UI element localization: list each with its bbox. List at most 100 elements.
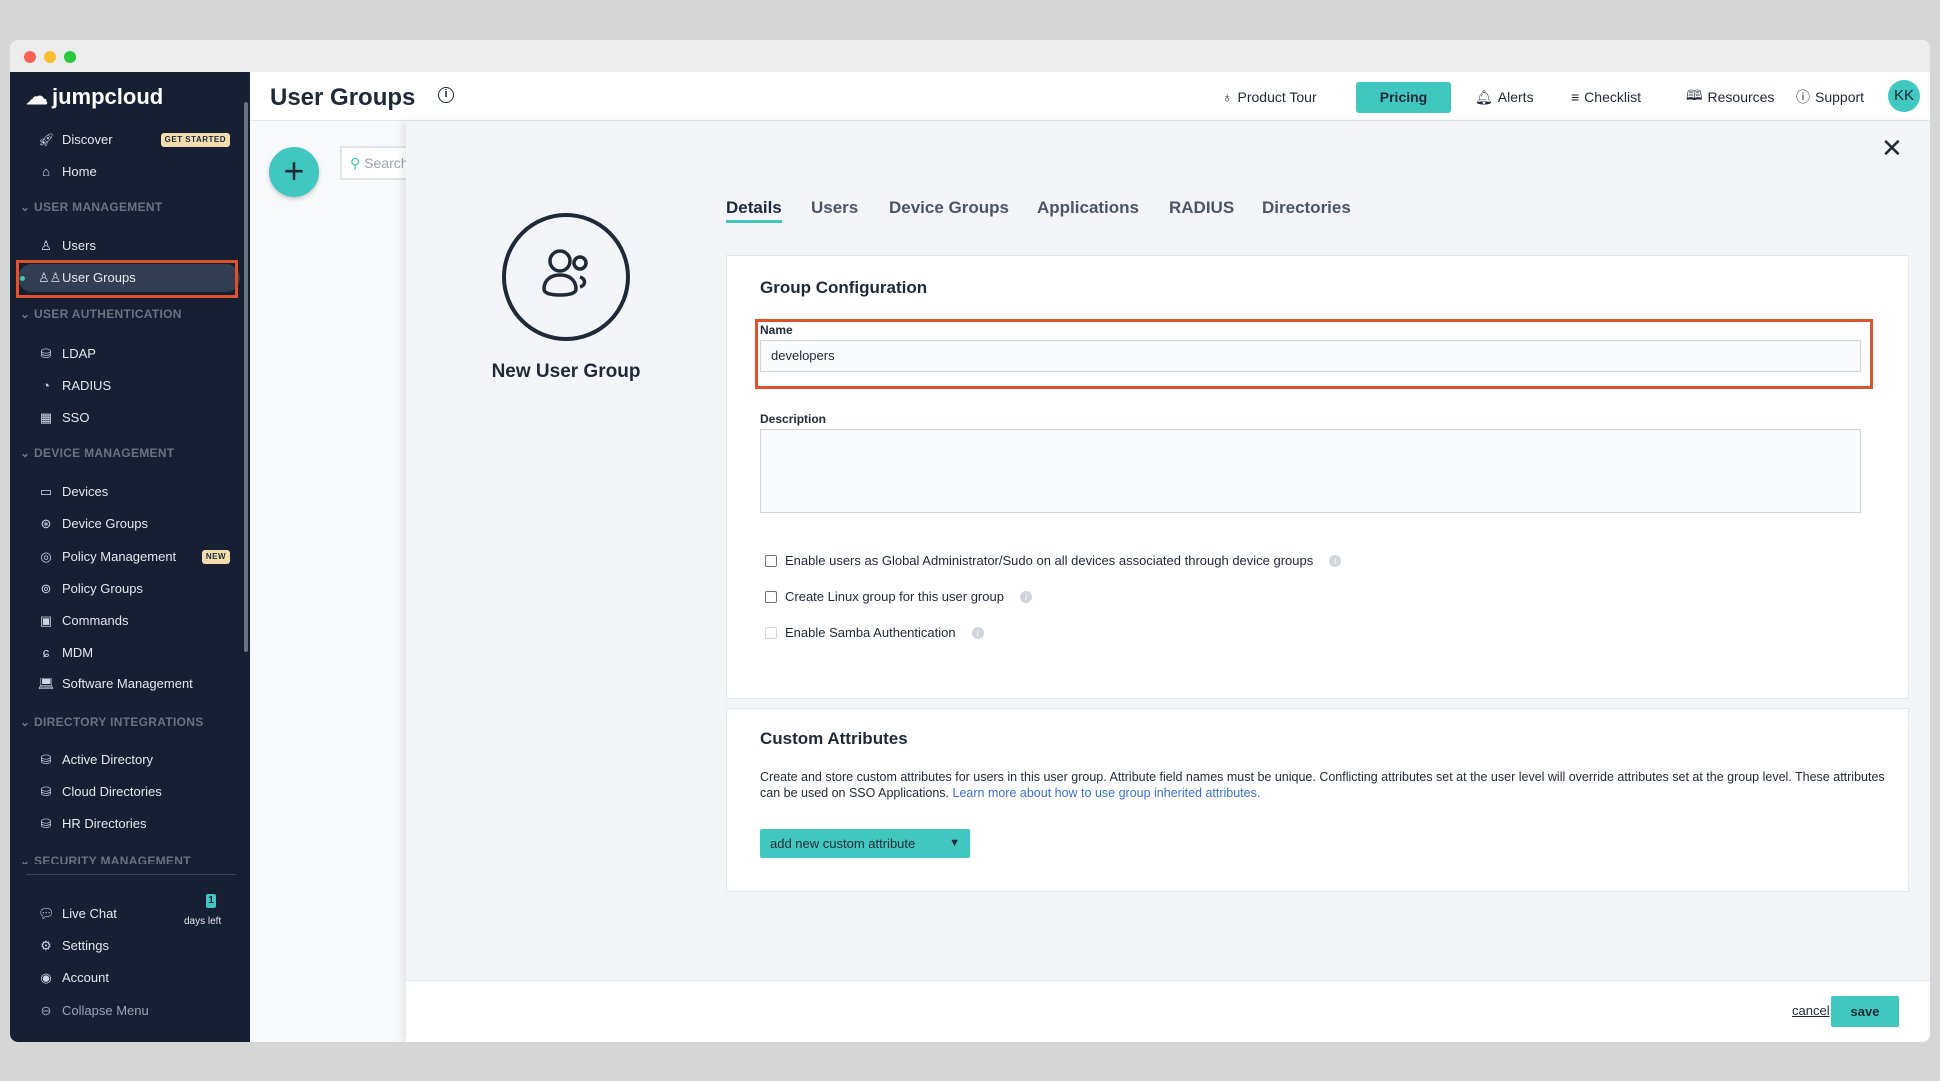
list-panel: + ⚲ Search (250, 121, 420, 1042)
info-icon[interactable]: i (438, 87, 454, 103)
sudo-checkbox[interactable] (765, 554, 777, 567)
new-badge: NEW (201, 550, 230, 564)
sidebar-item-commands[interactable]: ▣ Commands (10, 607, 246, 635)
pricing-button[interactable]: Pricing (1356, 82, 1451, 113)
sidebar-item-account[interactable]: ◉ Account (10, 964, 246, 992)
sidebar-item-sso[interactable]: ▦ SSO (10, 404, 246, 432)
app-window: ☁ jumpcloud 🚀︎ Discover GET STARTED ⌂ Home ⌄… (10, 40, 1930, 1042)
info-icon[interactable]: i (971, 626, 984, 639)
policy-groups-icon: ⊚ (40, 581, 52, 596)
minimize-window-button[interactable] (44, 51, 56, 63)
hr-directory-icon: ⛁ (40, 816, 52, 831)
tab-users[interactable]: Users (811, 198, 859, 217)
tab-details[interactable]: Details (726, 198, 782, 223)
get-started-badge: GET STARTED (160, 133, 230, 147)
sidebar-item-live-chat[interactable]: 💬︎ Live Chat 1 days left (10, 894, 246, 928)
sidebar-item-users[interactable]: ♙ Users (10, 232, 246, 260)
divider (26, 874, 236, 875)
sidebar-item-hr-directories[interactable]: ⛁ HR Directories (10, 810, 246, 838)
tab-radius[interactable]: RADIUS (1169, 198, 1235, 217)
sidebar-item-settings[interactable]: ⚙ Settings (10, 932, 246, 960)
users-icon (542, 249, 588, 297)
collapse-icon: ⊖ (40, 1003, 52, 1018)
caret-down-icon: ▼ (949, 837, 960, 849)
tab-directories[interactable]: Directories (1262, 198, 1351, 217)
sidebar-item-devices[interactable]: ▭ Devices (10, 478, 246, 506)
name-highlight-box (755, 319, 1873, 389)
active-dot (20, 276, 25, 281)
rocket-icon: ♁ (1222, 89, 1233, 105)
info-icon[interactable]: i (1019, 590, 1032, 603)
custom-attributes-card: Custom Attributes Create and store custo… (726, 708, 1909, 892)
list-icon: ≡ (1571, 89, 1580, 105)
name-input[interactable]: developers (760, 340, 1861, 372)
checklist-link[interactable]: ≡ Checklist (1571, 89, 1641, 105)
account-icon: ◉ (40, 970, 52, 985)
close-window-button[interactable] (24, 51, 36, 63)
radius-icon: ◔ (42, 378, 50, 393)
device-groups-icon: ⊛ (40, 516, 52, 531)
linux-group-checkbox[interactable] (765, 590, 777, 603)
new-user-group-drawer: ✕ New User Group Details Users Device Gr… (406, 121, 1930, 1042)
sidebar-item-collapse-menu[interactable]: ⊖ Collapse Menu (10, 997, 246, 1025)
sidebar-item-device-groups[interactable]: ⊛ Device Groups (10, 510, 246, 538)
info-icon[interactable]: i (1329, 554, 1342, 567)
user-avatar[interactable]: KK (1888, 80, 1920, 112)
alerts-link[interactable]: 🔔︎ Alerts (1475, 88, 1534, 106)
samba-checkbox-row[interactable]: Enable Samba Authentication i (765, 625, 984, 640)
sidebar-item-ldap[interactable]: ⛁ LDAP (10, 340, 246, 368)
page-title: User Groups (270, 84, 416, 111)
tab-applications[interactable]: Applications (1037, 198, 1140, 217)
logo[interactable]: ☁ jumpcloud (26, 84, 164, 109)
rocket-icon: 🚀︎ (38, 132, 55, 147)
section-directory-integrations[interactable]: ⌄ DIRECTORY INTEGRATIONS (20, 715, 204, 729)
section-user-management[interactable]: ⌄ USER MANAGEMENT (20, 200, 163, 214)
group-configuration-card: Group Configuration Name developers Desc… (726, 255, 1909, 699)
linux-group-checkbox-row[interactable]: Create Linux group for this user group i (765, 589, 1032, 604)
sidebar-item-radius[interactable]: ◔ RADIUS (10, 372, 246, 400)
section-security-management[interactable]: ⌄ SECURITY MANAGEMENT (20, 854, 191, 864)
samba-checkbox[interactable] (765, 626, 777, 639)
sidebar-item-policy-groups[interactable]: ⊚ Policy Groups (10, 575, 246, 603)
support-link[interactable]: ⓘ Support (1796, 89, 1865, 105)
user-group-avatar (502, 213, 630, 341)
cancel-link[interactable]: cancel (1792, 1003, 1830, 1018)
cloud-directory-icon: ⛁ (40, 784, 52, 799)
sidebar-item-software-management[interactable]: 💻︎ Software Management (10, 670, 246, 698)
book-icon: 🕮 (1686, 87, 1703, 103)
sidebar-item-policy-management[interactable]: ◎ Policy Management NEW (10, 543, 246, 571)
group-configuration-title: Group Configuration (760, 278, 928, 297)
sidebar-item-home[interactable]: ⌂ Home (10, 158, 246, 186)
save-button[interactable]: save (1831, 996, 1899, 1027)
add-custom-attribute-dropdown[interactable]: add new custom attribute ▼ (760, 829, 970, 858)
description-textarea[interactable] (760, 429, 1861, 513)
sidebar-item-active-directory[interactable]: ⛁ Active Directory (10, 746, 246, 774)
close-icon[interactable]: ✕ (1881, 133, 1903, 163)
sidebar-item-discover[interactable]: 🚀︎ Discover GET STARTED (10, 126, 246, 154)
maximize-window-button[interactable] (64, 51, 76, 63)
section-device-management[interactable]: ⌄ DEVICE MANAGEMENT (20, 446, 175, 460)
search-icon: ⚲ (350, 155, 361, 171)
learn-more-link[interactable]: Learn more about how to use group inheri… (952, 786, 1261, 800)
sidebar: ☁ jumpcloud 🚀︎ Discover GET STARTED ⌂ Home ⌄… (10, 72, 250, 1042)
resources-link[interactable]: 🕮 Resources (1686, 87, 1774, 107)
section-user-authentication[interactable]: ⌄ USER AUTHENTICATION (20, 307, 182, 321)
sidebar-item-cloud-directories[interactable]: ⛁ Cloud Directories (10, 778, 246, 806)
sudo-checkbox-row[interactable]: Enable users as Global Administrator/Sud… (765, 553, 1342, 568)
drawer-title: New User Group (491, 361, 641, 382)
sidebar-item-user-groups[interactable]: ♙♙ User Groups (18, 264, 240, 292)
directory-icon: ⛁ (40, 752, 52, 767)
product-tour-link[interactable]: ♁ Product Tour (1222, 89, 1317, 105)
sidebar-item-mdm[interactable]: ɕ MDM (10, 639, 246, 667)
chat-icon: 💬︎ (38, 906, 55, 921)
top-header: User Groups i ♁ Product Tour Pricing 🔔︎ Al… (250, 72, 1930, 121)
title-bar (10, 40, 1930, 72)
bell-icon: 🔔︎ (1475, 88, 1493, 105)
grid-icon: ▦ (39, 410, 53, 425)
home-icon: ⌂ (42, 164, 50, 179)
custom-attributes-description: Create and store custom attributes for u… (760, 770, 1885, 800)
tab-device-groups[interactable]: Device Groups (889, 198, 1009, 217)
database-icon: ⛁ (40, 346, 52, 361)
add-group-button[interactable]: + (269, 147, 319, 197)
sidebar-scrollbar[interactable] (244, 102, 248, 652)
